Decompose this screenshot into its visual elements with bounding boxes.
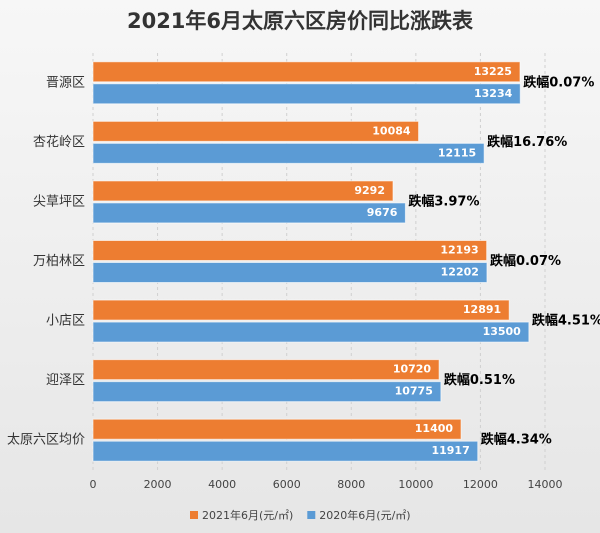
data-label: 10775 [395,385,433,398]
x-tick-label: 0 [90,478,97,491]
y-tick-label: 尖草坪区 [33,194,85,209]
legend-label: 2020年6月(元/㎡) [319,508,410,522]
bar [92,418,462,440]
data-label: 11917 [431,444,469,457]
bar [92,299,510,321]
y-tick-label: 晋源区 [46,75,85,90]
y-tick-label: 小店区 [46,314,85,329]
annotation: 跌幅0.07% [523,74,594,90]
bar [92,381,442,403]
x-tick-label: 2000 [144,478,172,491]
chart-title: 2021年6月太原六区房价同比涨跌表 [127,9,474,33]
annotation: 跌幅3.97% [408,193,479,209]
data-label: 12891 [463,303,501,316]
bar [92,83,521,105]
x-tick-label: 4000 [208,478,236,491]
data-label: 13225 [474,65,512,78]
legend-swatch [307,511,316,519]
legend-swatch [190,511,198,519]
bar [92,262,488,283]
bar [92,61,521,83]
annotation: 跌幅0.07% [490,253,561,269]
bar [92,180,394,202]
data-label: 12193 [440,244,478,257]
x-tick-label: 6000 [273,478,301,491]
data-label: 12115 [438,146,476,159]
annotation: 跌幅16.76% [487,134,567,150]
data-label: 9292 [354,184,385,197]
data-label: 13500 [483,325,522,338]
annotation: 跌幅4.51% [532,313,600,329]
data-label: 13234 [474,87,513,100]
bar [92,440,479,462]
legend-label: 2021年6月(元/㎡) [202,508,293,522]
data-label: 9676 [367,206,398,219]
y-tick-label: 万柏林区 [33,254,85,269]
annotation: 跌幅4.34% [481,432,552,448]
y-tick-label: 杏花岭区 [33,134,85,150]
data-label: 10720 [393,363,432,376]
data-label: 12202 [441,266,479,279]
data-label: 10084 [372,124,411,137]
bar [92,240,488,261]
x-tick-label: 8000 [337,478,365,491]
bar [92,202,406,224]
bar [92,120,420,142]
y-tick-label: 迎泽区 [46,373,85,388]
bar [92,321,530,343]
x-tick-label: 12000 [463,478,498,491]
x-tick-label: 14000 [528,478,563,491]
bar [92,359,440,381]
x-tick-label: 10000 [398,478,433,491]
bar [92,142,485,164]
data-label: 11400 [415,422,454,435]
annotation: 跌幅0.51% [444,372,515,388]
y-tick-label: 太原六区均价 [7,433,85,448]
